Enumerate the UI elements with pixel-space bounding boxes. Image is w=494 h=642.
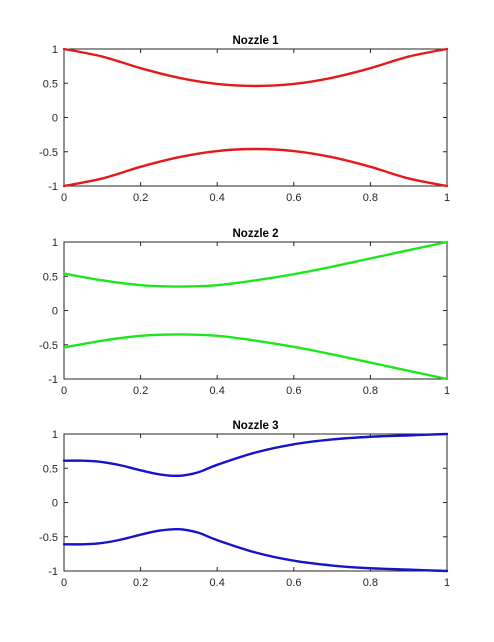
lower-wall-line	[62, 527, 449, 573]
chart-title: Nozzle 1	[232, 35, 279, 47]
x-tick-label: 0.6	[286, 577, 301, 589]
chart-title: Nozzle 3	[232, 420, 278, 432]
x-tick-label: 0.4	[210, 192, 225, 204]
y-tick-label: 0	[52, 113, 58, 125]
y-tick-label: -1	[48, 374, 58, 386]
upper-wall-line	[62, 47, 449, 88]
y-tick-label: -0.5	[39, 532, 58, 544]
x-tick-label: 0.8	[363, 192, 378, 204]
lower-wall-line	[62, 147, 449, 188]
axes-box	[63, 48, 448, 187]
y-tick-label: -1	[48, 566, 58, 578]
x-tick-label: 0.2	[133, 385, 148, 397]
x-tick-label: 0.2	[133, 577, 148, 589]
subplot-1: Nozzle 1 0 0.2 0.4 0.6 0.8 1 1 0.5 0 -0.5 -1	[39, 35, 450, 204]
y-tick-label: 0	[52, 498, 58, 510]
upper-wall-line	[62, 240, 449, 288]
y-tick-label: 1	[52, 429, 58, 441]
x-tick-label: 0.2	[133, 192, 148, 204]
y-tick-label: -0.5	[39, 340, 58, 352]
y-tick-label: 0.5	[43, 271, 58, 283]
upper-wall-line	[62, 432, 449, 478]
subplot-2: Nozzle 2 0 0.2 0.4 0.6 0.8 1 1 0.5 0 -0.5 -1	[39, 228, 450, 397]
y-tick-label: 0.5	[43, 463, 58, 475]
x-tick-label: 0	[61, 192, 67, 204]
y-tick-label: 1	[52, 237, 58, 249]
y-tick-label: -1	[48, 181, 58, 193]
x-tick-label: 0.8	[363, 577, 378, 589]
x-tick-label: 1	[444, 385, 450, 397]
axes-box	[63, 433, 448, 572]
x-tick-label: 0.4	[210, 577, 225, 589]
x-tick-label: 1	[444, 192, 450, 204]
x-tick-label: 0.4	[210, 385, 225, 397]
x-tick-label: 0	[61, 385, 67, 397]
chart-title: Nozzle 2	[232, 228, 278, 240]
x-tick-label: 1	[444, 577, 450, 589]
x-tick-label: 0	[61, 577, 67, 589]
x-tick-label: 0.8	[363, 385, 378, 397]
lower-wall-line	[62, 333, 449, 381]
subplot-3: Nozzle 3 0 0.2 0.4 0.6 0.8 1 1 0.5 0 -0.5 -1	[39, 420, 450, 589]
axes-box	[63, 241, 448, 380]
x-tick-label: 0.6	[286, 385, 301, 397]
y-tick-label: -0.5	[39, 147, 58, 159]
x-tick-label: 0.6	[286, 192, 301, 204]
y-tick-label: 0.5	[43, 78, 58, 90]
y-tick-label: 1	[52, 44, 58, 56]
y-tick-label: 0	[52, 306, 58, 318]
